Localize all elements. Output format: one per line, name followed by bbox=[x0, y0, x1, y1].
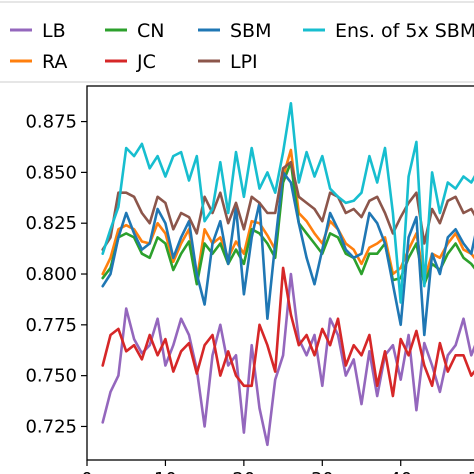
legend-label-lb: LB bbox=[42, 20, 66, 42]
y-tick-label: 0.750 bbox=[25, 366, 77, 387]
y-tick-label: 0.875 bbox=[25, 112, 77, 133]
legend-label-sbm: SBM bbox=[230, 20, 272, 42]
series-line-ens-of-5x-sbm bbox=[101, 102, 474, 304]
legend-label-lpi: LPI bbox=[230, 51, 258, 73]
axes-frame bbox=[86, 85, 474, 461]
plot-area bbox=[101, 102, 474, 447]
y-tick-label: 0.800 bbox=[25, 264, 77, 285]
x-axis: 0 10 20 30 40 50 bbox=[81, 460, 474, 474]
y-tick-label: 0.725 bbox=[25, 416, 77, 437]
legend: LB RA CN JC SBM LPI Ens. of 5x SBM bbox=[0, 1, 474, 83]
x-tick-label: 40 bbox=[389, 469, 412, 474]
series-line-lpi bbox=[101, 160, 474, 251]
y-tick-label: 0.850 bbox=[25, 162, 77, 183]
x-tick-label: 10 bbox=[154, 469, 177, 474]
x-tick-label: 30 bbox=[311, 469, 334, 474]
series-line-jc bbox=[101, 266, 474, 398]
x-tick-label: 20 bbox=[232, 469, 255, 474]
legend-label-cn: CN bbox=[137, 20, 164, 42]
legend-label-ra: RA bbox=[42, 51, 67, 73]
series-lines bbox=[101, 102, 474, 447]
series-line-sbm bbox=[101, 171, 474, 337]
legend-label-jc: JC bbox=[136, 51, 156, 73]
y-axis: 0.725 0.750 0.775 0.800 0.825 0.850 0.875 bbox=[25, 112, 87, 437]
y-tick-label: 0.775 bbox=[25, 315, 77, 336]
x-tick-label: 0 bbox=[81, 469, 92, 474]
y-tick-label: 0.825 bbox=[25, 213, 77, 234]
legend-label-ens-of-5x-sbm: Ens. of 5x SBM bbox=[335, 20, 474, 42]
x-tick-label: 50 bbox=[468, 469, 474, 474]
